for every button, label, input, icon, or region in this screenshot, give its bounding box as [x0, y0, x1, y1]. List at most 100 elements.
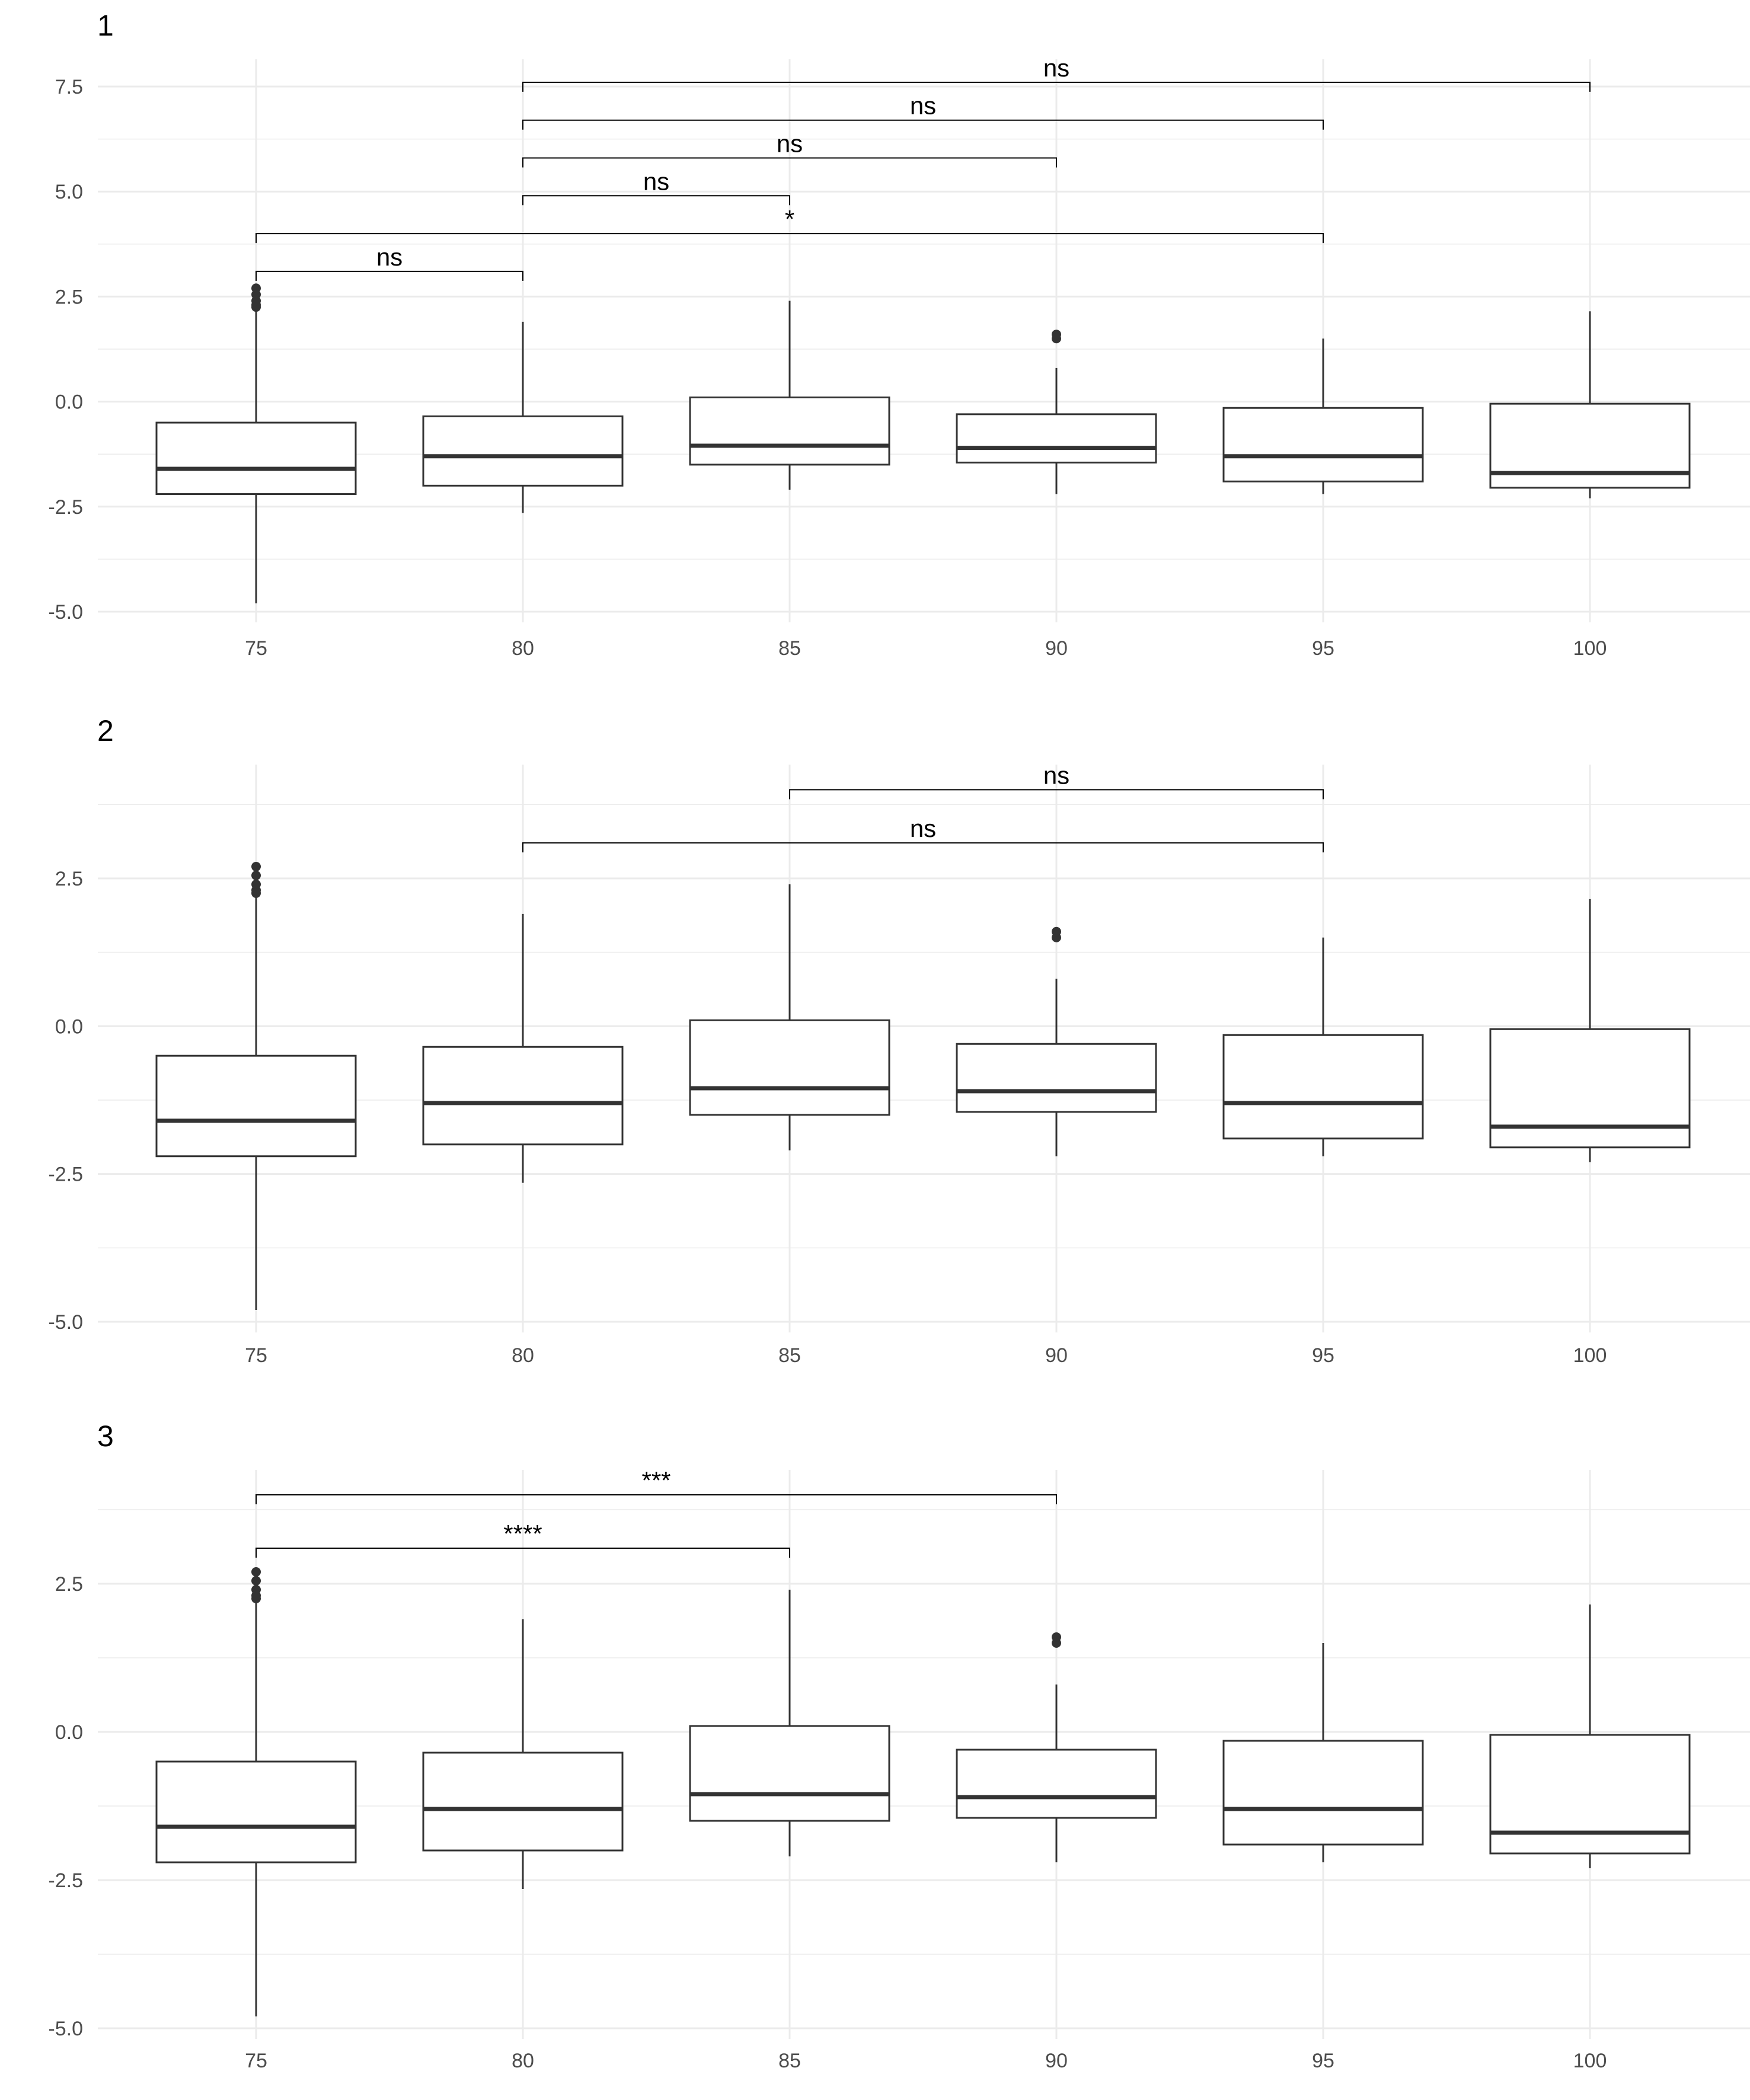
box-85	[689, 884, 890, 1150]
comparison-bracket: ns	[522, 167, 790, 206]
comparison-bracket: ns	[789, 761, 1324, 800]
y-tick-label: 2.5	[55, 1573, 83, 1596]
significance-label: ns	[376, 243, 403, 271]
box-iqr	[1222, 407, 1424, 482]
box-iqr	[422, 1046, 624, 1146]
box-95	[1222, 1643, 1424, 1862]
comparison-bracket: ns	[522, 54, 1591, 92]
y-tick-label: -5.0	[48, 2018, 83, 2040]
x-tick-label: 90	[1045, 637, 1068, 660]
y-tick-label: 0.0	[55, 391, 83, 414]
bracket-line	[789, 789, 1324, 800]
box-iqr	[155, 1760, 357, 1864]
y-tick-label: -5.0	[48, 601, 83, 624]
box-90	[956, 330, 1157, 494]
bracket-line	[256, 1494, 1057, 1504]
comparison-bracket: ns	[522, 814, 1324, 853]
x-tick-label: 90	[1045, 1344, 1068, 1367]
bracket-line	[522, 81, 1591, 92]
y-tick-label: 2.5	[55, 286, 83, 308]
bracket-line	[256, 270, 523, 281]
significance-label: ***	[641, 1466, 670, 1494]
box-85	[689, 1590, 890, 1856]
x-tick-label: 85	[778, 637, 801, 660]
x-tick-label: 100	[1573, 1344, 1607, 1367]
significance-label: ns	[643, 167, 669, 195]
significance-label: ns	[910, 814, 936, 842]
x-tick-label: 80	[512, 637, 534, 660]
box-90	[956, 1632, 1157, 1862]
comparison-bracket: ***	[256, 1466, 1057, 1504]
significance-label: ns	[1043, 54, 1069, 82]
box-iqr	[689, 1725, 890, 1822]
box-100	[1489, 311, 1691, 498]
box-iqr	[689, 1019, 890, 1116]
comparison-bracket: ns	[256, 243, 523, 281]
panel-1: 1 7.5 5.0 2.5 0.0 -2.5 -5.0 75 80 85 90 95 100 ns ns ns…	[48, 9, 1750, 660]
outlier-point	[251, 1585, 261, 1594]
outlier-point	[1052, 1632, 1061, 1642]
box-95	[1222, 937, 1424, 1156]
significance-label: ns	[777, 129, 803, 157]
y-tick-label: 0.0	[55, 1015, 83, 1038]
y-tick-label: 5.0	[55, 181, 83, 203]
box-90	[956, 926, 1157, 1156]
box-80	[422, 1619, 624, 1889]
significance-label: ****	[503, 1520, 542, 1548]
box-100	[1489, 1604, 1691, 1868]
box-iqr	[1489, 402, 1691, 489]
x-tick-label: 100	[1573, 2050, 1607, 2072]
y-tick-label: 0.0	[55, 1721, 83, 1744]
box-iqr	[1489, 1028, 1691, 1149]
x-tick-label: 95	[1312, 637, 1334, 660]
y-tick-label: 7.5	[55, 76, 83, 98]
outlier-point	[251, 862, 261, 872]
x-tick-label: 80	[512, 1344, 534, 1367]
box-iqr	[956, 1749, 1157, 1819]
panel-3: 32.50.0-2.5-5.075 80 85 90 95 100*******	[48, 1420, 1750, 2072]
bracket-line	[522, 157, 1057, 168]
box-iqr	[1222, 1034, 1424, 1140]
bracket-line	[522, 195, 790, 206]
box-iqr	[422, 1751, 624, 1852]
outlier-point	[1052, 330, 1061, 340]
x-tick-label: 75	[245, 2050, 267, 2072]
box-100	[1489, 899, 1691, 1162]
outlier-point	[251, 1576, 261, 1586]
box-iqr	[155, 1054, 357, 1158]
y-tick-label: 2.5	[55, 868, 83, 890]
x-tick-label: 80	[512, 2050, 534, 2072]
x-tick-label: 100	[1573, 637, 1607, 660]
box-iqr	[956, 1043, 1157, 1113]
box-80	[422, 321, 624, 513]
outlier-point	[251, 879, 261, 889]
x-tick-label: 85	[778, 2050, 801, 2072]
bracket-line	[256, 233, 1324, 244]
x-tick-label: 90	[1045, 2050, 1068, 2072]
outlier-point	[251, 871, 261, 881]
x-tick-label: 95	[1312, 2050, 1334, 2072]
box-85	[689, 301, 890, 490]
comparison-bracket: ns	[522, 129, 1057, 168]
outlier-point	[251, 1567, 261, 1577]
box-75	[155, 283, 357, 603]
panel-title: 2	[97, 714, 114, 747]
significance-label: *	[785, 205, 794, 233]
x-tick-label: 85	[778, 1344, 801, 1367]
bracket-line	[256, 1548, 790, 1558]
significance-label: ns	[910, 92, 936, 120]
box-iqr	[155, 421, 357, 496]
y-tick-label: -5.0	[48, 1311, 83, 1334]
panel-2: 2 2.5 0.0 -2.5 -5.0 75 80 85 90 95 100 ns ns	[48, 714, 1750, 1367]
box-80	[422, 913, 624, 1183]
comparison-bracket: *	[256, 205, 1324, 244]
box-iqr	[422, 415, 624, 487]
box-iqr	[956, 413, 1157, 464]
box-iqr	[1489, 1734, 1691, 1855]
y-tick-label: -2.5	[48, 1164, 83, 1186]
box-95	[1222, 338, 1424, 494]
box-iqr	[1222, 1740, 1424, 1846]
outlier-point	[1052, 926, 1061, 936]
panel-title: 3	[97, 1420, 114, 1453]
